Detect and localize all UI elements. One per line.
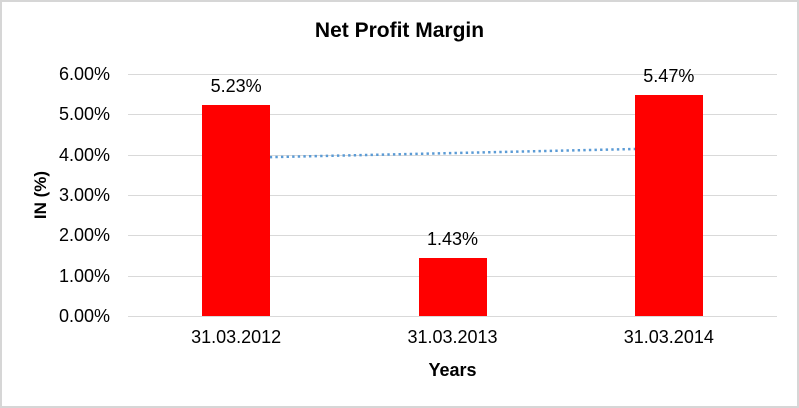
gridline (128, 155, 777, 156)
gridline (128, 114, 777, 115)
data-label: 5.47% (643, 66, 695, 87)
y-tick-label: 2.00% (58, 225, 110, 246)
bar-31.03.2014 (634, 95, 703, 316)
y-tick-label: 1.00% (58, 265, 110, 286)
plot-area: 5.23% 1.43% 5.47% (128, 66, 777, 317)
bar-31.03.2013 (418, 258, 487, 316)
data-label: 5.23% (210, 76, 262, 97)
x-category-label: 31.03.2013 (407, 327, 498, 347)
gridline (128, 316, 777, 317)
trendline-path (236, 146, 669, 160)
y-tick-label: 6.00% (58, 64, 110, 84)
gridline (128, 74, 777, 75)
y-tick-label: 5.00% (58, 104, 110, 125)
x-category-label: 31.03.2012 (191, 327, 282, 347)
chart-title: Net Profit Margin (314, 19, 485, 42)
gridline (128, 235, 777, 236)
trendline (236, 146, 669, 160)
bar-31.03.2012 (202, 105, 271, 316)
y-tick-label: 0.00% (58, 306, 110, 326)
gridline (128, 195, 777, 196)
x-axis-title: Years (428, 360, 477, 380)
data-label: 1.43% (426, 229, 479, 250)
x-category-label: 31.03.2014 (623, 327, 714, 347)
y-tick-label: 3.00% (58, 185, 110, 205)
y-tick-label: 4.00% (58, 144, 110, 165)
